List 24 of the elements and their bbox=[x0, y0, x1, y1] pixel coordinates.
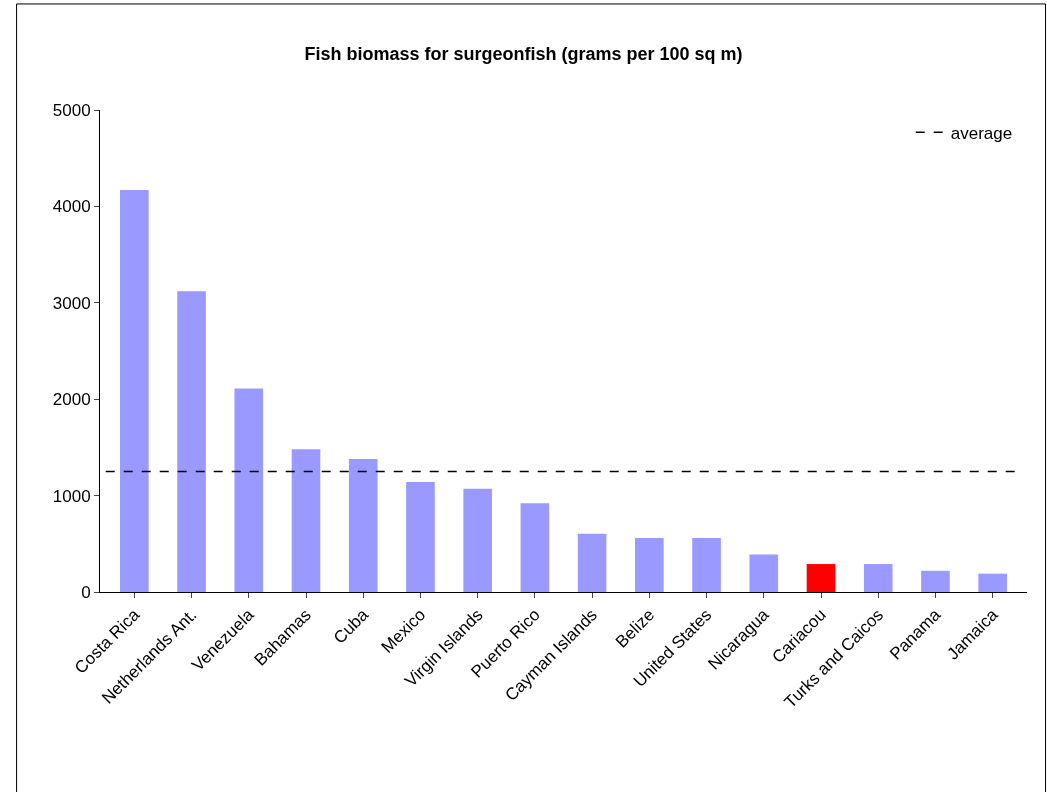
bar bbox=[348, 458, 378, 592]
bar bbox=[120, 190, 149, 592]
y-tick-label: 5000 bbox=[52, 100, 91, 120]
bar bbox=[921, 570, 950, 592]
legend-label: average bbox=[950, 124, 1013, 143]
bar bbox=[177, 291, 206, 592]
y-tick-label: 2000 bbox=[52, 390, 91, 410]
bar bbox=[749, 554, 779, 592]
bar bbox=[863, 564, 893, 592]
bar bbox=[520, 503, 550, 592]
y-tick-label: 4000 bbox=[52, 197, 91, 217]
bar bbox=[406, 482, 435, 592]
bar bbox=[234, 388, 264, 592]
bar bbox=[978, 573, 1007, 592]
bar bbox=[806, 564, 836, 592]
y-tick-label: 0 bbox=[81, 582, 91, 602]
chart-title: Fish biomass for surgeonfish (grams per 100 sq m) bbox=[304, 44, 743, 65]
bar bbox=[463, 488, 492, 592]
y-tick-label: 1000 bbox=[52, 486, 91, 506]
bar bbox=[635, 538, 664, 592]
bar bbox=[291, 449, 321, 592]
bar bbox=[577, 533, 607, 592]
bar bbox=[692, 538, 721, 592]
y-tick-label: 3000 bbox=[52, 293, 91, 313]
